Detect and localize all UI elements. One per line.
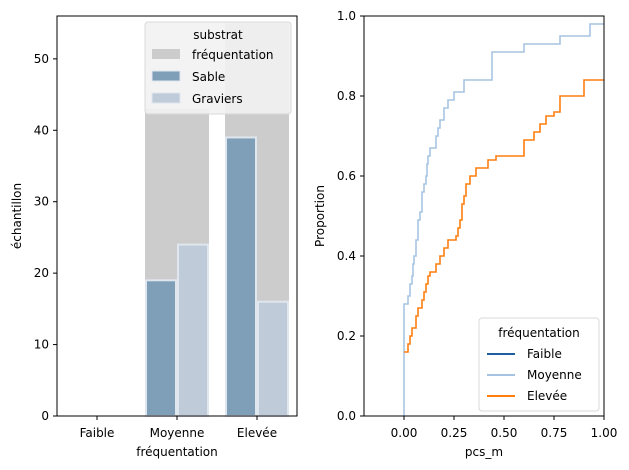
right-legend: fréquentation Faible Moyenne Elevée — [478, 317, 600, 412]
left-x-axis-label: fréquentation — [136, 445, 218, 459]
right-x-axis-label: pcs_m — [465, 445, 503, 459]
right-y-axis-label: Proportion — [313, 185, 327, 247]
bar-graviers-1 — [177, 243, 209, 417]
left-y-tick-label-0: 0 — [41, 409, 49, 423]
left-legend: substrat fréquentation Sable Graviers — [144, 21, 292, 115]
left-y-axis: 0 10 20 30 40 50 — [34, 52, 57, 423]
left-x-tick-label-1: Moyenne — [150, 426, 205, 440]
right-legend-label-elevee: Elevée — [527, 389, 567, 403]
left-legend-label-graviers: Graviers — [192, 92, 243, 106]
ecdf-line-2 — [404, 79, 604, 353]
left-legend-swatch-sable — [151, 70, 181, 82]
left-y-tick-label-4: 40 — [34, 123, 49, 137]
ecdf-line-1 — [403, 23, 604, 416]
left-y-tick-label-2: 20 — [34, 266, 49, 280]
right-y-tick-label-3: 0.6 — [337, 169, 356, 183]
right-plot-frame — [363, 15, 605, 417]
right-legend-label-faible: Faible — [527, 347, 562, 361]
bar-graviers-2 — [257, 300, 289, 418]
left-x-axis: Faible Moyenne Elevée — [80, 416, 277, 440]
right-legend-box — [478, 317, 600, 412]
left-y-axis-label: échantillon — [10, 183, 24, 249]
left-legend-label-total: fréquentation — [192, 48, 274, 62]
left-x-tick-label-2: Elevée — [237, 426, 277, 440]
left-legend-swatch-graviers — [151, 92, 181, 104]
right-y-tick-label-2: 0.4 — [337, 249, 356, 263]
right-x-tick-label-3: 0.75 — [541, 426, 568, 440]
bar-sable-2 — [225, 136, 257, 418]
right-y-tick-label-1: 0.2 — [337, 329, 356, 343]
left-legend-box — [144, 21, 292, 115]
left-y-tick-label-3: 30 — [34, 195, 49, 209]
right-lines — [403, 23, 604, 416]
left-x-tick-label-0: Faible — [80, 426, 115, 440]
right-legend-label-moyenne: Moyenne — [527, 368, 582, 382]
right-y-tick-label-5: 1.0 — [337, 9, 356, 23]
left-legend-label-sable: Sable — [192, 70, 225, 84]
left-legend-title: substrat — [193, 28, 243, 42]
right-x-tick-label-0: 0.00 — [391, 426, 418, 440]
right-x-tick-label-1: 0.25 — [441, 426, 468, 440]
bar-sable-1 — [145, 279, 177, 417]
right-chart-panel: 0.00.20.40.60.81.0 0.00 0.25 0.50 0.75 1.00 … — [313, 9, 617, 459]
left-chart-panel: 0 10 20 30 40 50 Faible Moyenne Elevée fréquent… — [10, 15, 298, 459]
right-x-tick-label-4: 1.00 — [591, 426, 618, 440]
right-legend-title: fréquentation — [498, 326, 580, 340]
right-y-tick-label-4: 0.8 — [337, 89, 356, 103]
left-y-tick-label-1: 10 — [34, 338, 49, 352]
left-legend-swatch-total — [152, 49, 180, 59]
left-y-tick-label-5: 50 — [34, 52, 49, 66]
right-x-tick-label-2: 0.50 — [491, 426, 518, 440]
right-y-axis: 0.0 0.2 0.4 0.6 0.8 1.0 — [337, 9, 364, 423]
right-x-axis: 0.00 0.25 0.50 0.75 1.00 — [391, 416, 618, 440]
right-y-tick-label-0: 0.0 — [337, 409, 356, 423]
